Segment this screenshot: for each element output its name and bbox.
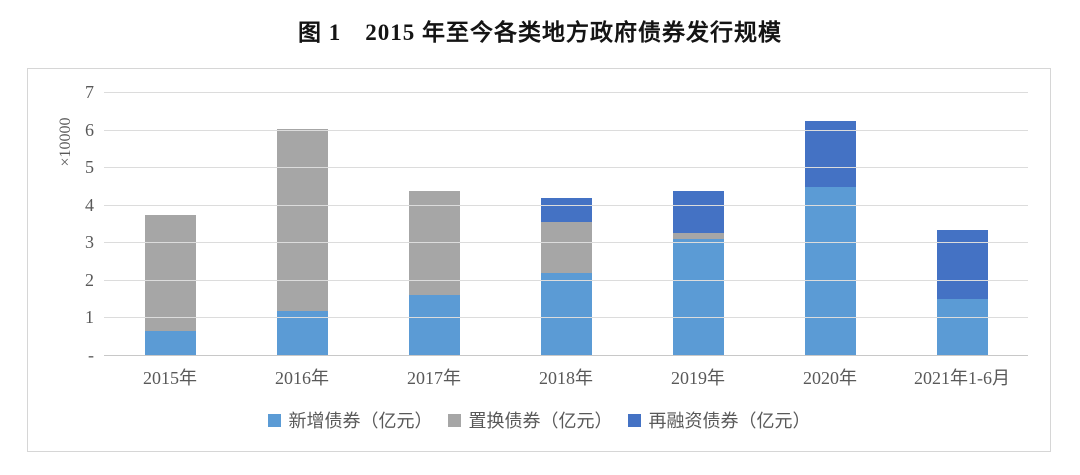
bar-slot xyxy=(764,92,896,355)
bar-segment xyxy=(804,121,856,188)
bar-segment xyxy=(936,299,988,355)
legend-item-new-bonds: 新增债券（亿元） xyxy=(267,407,433,433)
gridline xyxy=(104,279,1028,281)
stacked-bar-2015年 xyxy=(144,214,196,355)
stacked-bar-2017年 xyxy=(408,190,460,355)
gridline xyxy=(104,204,1028,206)
bar-segment xyxy=(540,273,592,355)
y-tick-label: 4 xyxy=(85,194,94,215)
x-tick-label: 2015年 xyxy=(143,368,197,388)
bar-segment xyxy=(144,214,196,331)
gridline xyxy=(104,92,1028,93)
legend-label-new-bonds: 新增债券（亿元） xyxy=(288,411,433,431)
stacked-bar-2020年 xyxy=(804,121,856,355)
x-axis-labels: 2015年 2016年 2017年 2018年 2019年 2020年 2021年1-6月 xyxy=(104,364,1028,390)
stacked-bar-2019年 xyxy=(672,191,724,355)
legend-item-replacement-bonds: 置换债券（亿元） xyxy=(447,407,613,433)
stacked-bar-2021年1-6月 xyxy=(936,230,988,355)
gridline xyxy=(104,242,1028,244)
bar-segment xyxy=(540,198,592,222)
bar-segment xyxy=(672,239,724,355)
x-tick-label: 2017年 xyxy=(407,368,461,388)
legend-label-replacement-bonds: 置换债券（亿元） xyxy=(468,411,613,431)
bar-segment xyxy=(540,221,592,274)
bars-layer xyxy=(104,92,1028,355)
bar-slot xyxy=(632,92,764,355)
x-axis-line xyxy=(104,355,1028,356)
y-tick-label: 3 xyxy=(85,232,94,253)
legend-swatch-new-bonds xyxy=(267,413,281,427)
plot-area: 7 6 5 4 3 2 1 - xyxy=(85,82,1028,365)
legend-label-refinancing-bonds: 再融资债券（亿元） xyxy=(648,411,811,431)
y-tick-label: 6 xyxy=(85,119,94,140)
bar-segment xyxy=(936,230,988,300)
legend: 新增债券（亿元） 置换债券（亿元） 再融资债券（亿元） xyxy=(28,407,1050,433)
bar-segment xyxy=(804,187,856,355)
x-tick-label: 2019年 xyxy=(671,368,725,388)
bar-segment xyxy=(276,128,328,312)
y-tick-label: 2 xyxy=(85,269,94,290)
y-tick-label: - xyxy=(88,345,94,365)
stacked-bar-2018年 xyxy=(540,198,592,355)
y-tick-label: 1 xyxy=(85,307,94,328)
bar-segment xyxy=(672,232,724,240)
legend-swatch-replacement-bonds xyxy=(447,413,461,427)
bar-segment xyxy=(672,191,724,233)
gridline xyxy=(104,317,1028,319)
figure-title: 图 1 2015 年至今各类地方政府债券发行规模 xyxy=(298,20,782,45)
x-tick-label: 2020年 xyxy=(803,368,857,388)
bar-segment xyxy=(144,330,196,355)
gridline xyxy=(104,129,1028,131)
gridline xyxy=(104,167,1028,169)
bar-slot xyxy=(236,92,368,355)
y-tick-label: 7 xyxy=(85,82,94,102)
bar-segment xyxy=(408,294,460,355)
bar-slot xyxy=(368,92,500,355)
x-tick-label: 2021年1-6月 xyxy=(914,368,1010,388)
bar-slot xyxy=(896,92,1028,355)
y-tick-label: 5 xyxy=(85,157,94,178)
bar-slot xyxy=(104,92,236,355)
x-tick-label: 2018年 xyxy=(539,368,593,388)
legend-swatch-refinancing-bonds xyxy=(627,413,641,427)
legend-item-refinancing-bonds: 再融资债券（亿元） xyxy=(627,407,811,433)
x-tick-label: 2016年 xyxy=(275,368,329,388)
bar-slot xyxy=(500,92,632,355)
